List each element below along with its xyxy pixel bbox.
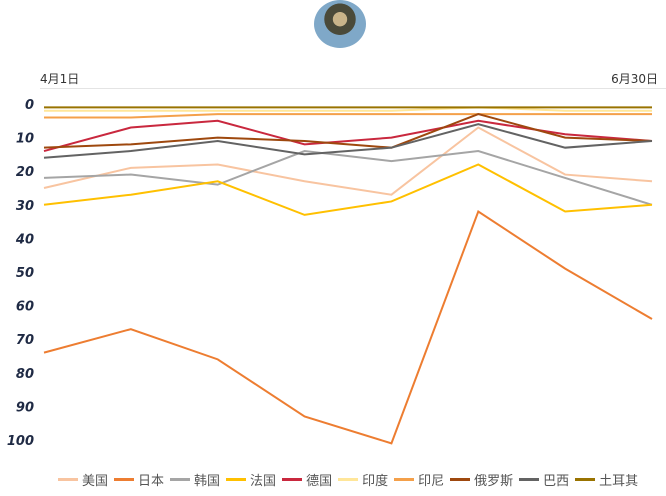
y-tick-label: 40: [15, 232, 34, 247]
legend-item: 韩国: [170, 470, 220, 489]
legend-item: 德国: [282, 470, 332, 489]
series-line-4: [43, 119, 653, 153]
legend-item: 印尼: [394, 470, 444, 489]
divider: [40, 88, 666, 89]
legend-item: 日本: [114, 470, 164, 489]
legend-label: 德国: [306, 474, 333, 489]
series-line-7: [43, 113, 653, 149]
y-tick-label: 100: [7, 434, 34, 449]
series-line-2: [43, 150, 653, 206]
y-tick-label: 60: [16, 300, 34, 315]
legend-item: 巴西: [519, 470, 569, 489]
series-line-6: [44, 113, 652, 119]
legend-label: 俄罗斯: [474, 474, 514, 489]
legend-item: 法国: [226, 470, 276, 489]
y-tick-label: 10: [16, 132, 34, 147]
y-tick-label: 20: [16, 165, 34, 180]
y-tick-label: 90: [16, 400, 34, 415]
series-line-8: [43, 123, 653, 159]
legend-swatch: [170, 478, 191, 481]
legend-label: 韩国: [194, 474, 221, 489]
x-start-label: 4月1日: [40, 72, 80, 86]
legend-swatch: [394, 478, 415, 481]
legend-swatch: [338, 478, 359, 481]
legend-swatch: [575, 478, 596, 481]
x-end-label: 6月30日: [611, 72, 658, 86]
y-tick-label: 30: [16, 199, 34, 214]
series-line-5: [44, 106, 652, 112]
legend: 美国 日本 韩国 法国 德国 印度 印尼 俄罗斯 巴西 土耳其: [58, 470, 638, 489]
legend-item: 土耳其: [575, 470, 638, 489]
series-line-0: [43, 126, 653, 196]
legend-swatch: [519, 478, 540, 481]
legend-label: 土耳其: [599, 474, 639, 489]
legend-label: 印尼: [418, 474, 445, 489]
y-tick-label: 50: [16, 266, 34, 281]
legend-label: 法国: [250, 474, 277, 489]
legend-swatch: [450, 478, 471, 481]
legend-item: 俄罗斯: [450, 470, 513, 489]
legend-item: 印度: [338, 470, 388, 489]
legend-item: 美国: [58, 470, 108, 489]
y-tick-label: 80: [16, 367, 34, 382]
legend-label: 巴西: [543, 474, 570, 489]
avatar: [314, 0, 366, 48]
legend-label: 印度: [362, 474, 389, 489]
legend-label: 美国: [82, 474, 109, 489]
legend-swatch: [58, 478, 78, 481]
legend-swatch: [282, 478, 303, 481]
y-tick-label: 70: [16, 333, 34, 348]
legend-label: 日本: [138, 474, 165, 489]
legend-swatch: [114, 478, 135, 481]
y-tick-label: 0: [25, 98, 34, 113]
series-line-3: [43, 163, 653, 216]
series-line-1: [43, 209, 653, 445]
legend-swatch: [226, 478, 247, 481]
